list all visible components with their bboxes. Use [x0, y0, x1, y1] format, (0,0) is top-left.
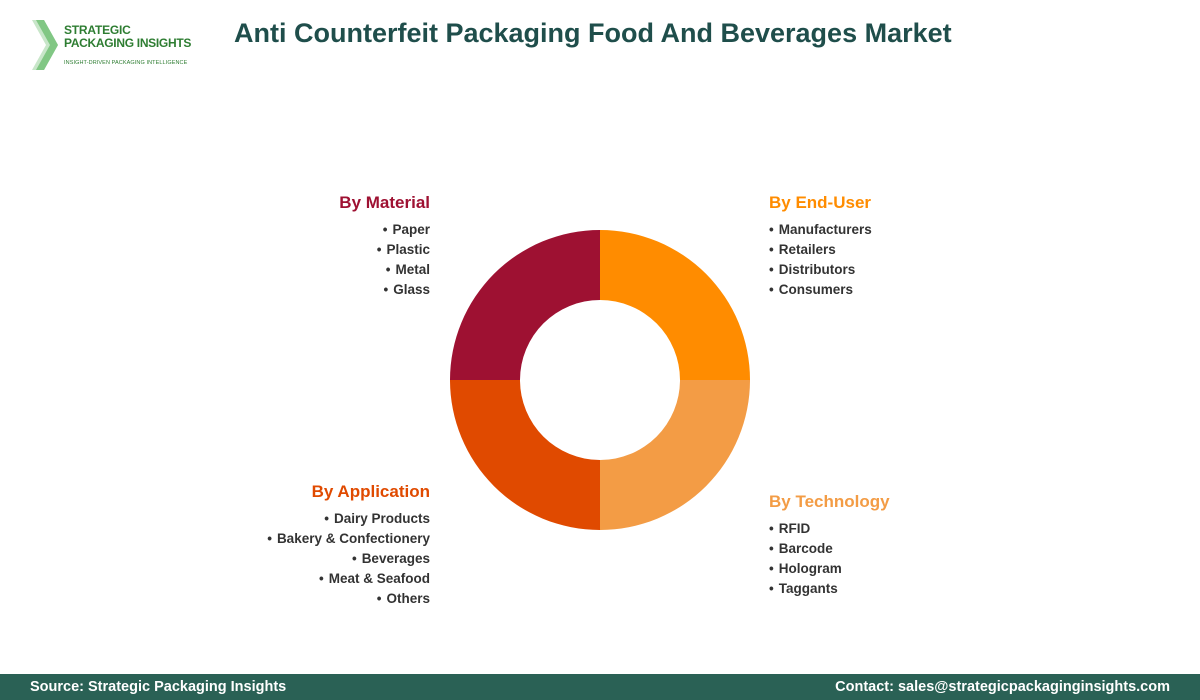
list-item: Meat & Seafood	[267, 569, 430, 589]
footer-bar: Source: Strategic Packaging Insights Con…	[0, 674, 1200, 700]
list-item: Bakery & Confectionery	[267, 529, 430, 549]
list-item: RFID	[769, 519, 842, 539]
list-item: Hologram	[769, 559, 842, 579]
end-user-list: Manufacturers Retailers Distributors Con…	[769, 220, 872, 300]
donut-segment-technology	[600, 380, 750, 530]
list-item: Beverages	[267, 549, 430, 569]
donut-segment-end-user	[600, 230, 750, 380]
list-item: Manufacturers	[769, 220, 872, 240]
technology-heading: By Technology	[769, 492, 890, 511]
footer-contact[interactable]: Contact: sales@strategicpackaginginsight…	[835, 679, 1170, 695]
list-item: Barcode	[769, 539, 842, 559]
list-item: Retailers	[769, 240, 872, 260]
list-item: Glass	[377, 280, 430, 300]
list-item: Paper	[377, 220, 430, 240]
list-item: Metal	[377, 260, 430, 280]
segment-donut	[450, 230, 750, 530]
application-list: Dairy Products Bakery & Confectionery Be…	[267, 509, 430, 609]
company-logo: STRATEGIC PACKAGING INSIGHTS INSIGHT-DRI…	[30, 18, 200, 74]
logo-line-1: STRATEGIC	[64, 23, 131, 37]
logo-tagline: INSIGHT-DRIVEN PACKAGING INTELLIGENCE	[64, 60, 188, 66]
list-item: Plastic	[377, 240, 430, 260]
footer-source: Source: Strategic Packaging Insights	[30, 679, 287, 695]
end-user-heading: By End-User	[769, 193, 872, 212]
donut-segment-material	[450, 230, 600, 380]
material-list: Paper Plastic Metal Glass	[377, 220, 430, 300]
logo-line-2: PACKAGING INSIGHTS	[64, 36, 192, 50]
list-item: Taggants	[769, 579, 842, 599]
list-item: Dairy Products	[267, 509, 430, 529]
logo-chevron-icon	[32, 20, 58, 70]
page-title: Anti Counterfeit Packaging Food And Beve…	[234, 18, 952, 48]
list-item: Others	[267, 589, 430, 609]
list-item: Consumers	[769, 280, 872, 300]
material-heading: By Material	[339, 193, 430, 212]
donut-segment-application	[450, 380, 600, 530]
technology-list: RFID Barcode Hologram Taggants	[769, 519, 842, 599]
list-item: Distributors	[769, 260, 872, 280]
application-heading: By Application	[311, 482, 430, 501]
